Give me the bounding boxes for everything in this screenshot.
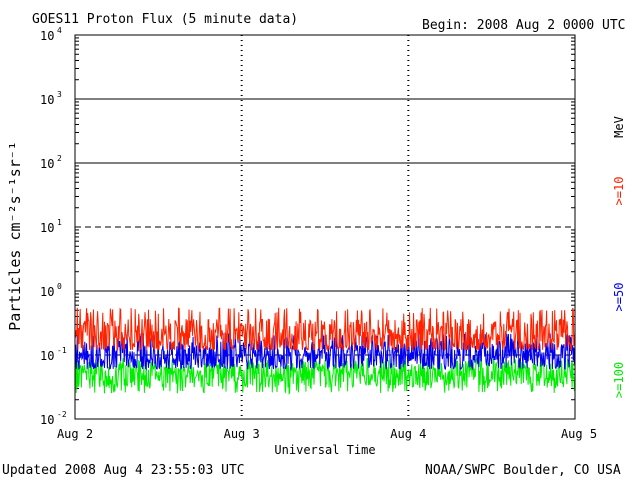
y-tick-exponent: 3 (57, 90, 62, 99)
begin-time: Begin: 2008 Aug 2 0000 UTC (422, 18, 626, 33)
legend-series: >=50 (612, 283, 626, 312)
y-tick-exponent: -1 (57, 346, 67, 355)
x-tick-label: Aug 4 (390, 427, 426, 441)
credit-text: NOAA/SWPC Boulder, CO USA (425, 463, 621, 478)
y-tick-exponent: 0 (57, 282, 62, 291)
legend-series: >=100 (612, 362, 626, 398)
y-tick: 10 -1 (40, 346, 67, 363)
x-tick-label: Aug 3 (224, 427, 260, 441)
y-tick-exponent: 2 (57, 154, 62, 163)
legend-unit: MeV (612, 116, 626, 138)
x-tick-label: Aug 2 (57, 427, 93, 441)
y-tick-exponent: 4 (57, 26, 62, 35)
y-tick: 10 1 (40, 218, 62, 235)
y-tick-exponent: 1 (57, 218, 62, 227)
y-tick: 10 2 (40, 154, 62, 171)
y-tick-base: 10 (40, 413, 54, 427)
y-tick-base: 10 (40, 221, 54, 235)
y-tick: 10 -2 (40, 410, 67, 427)
x-tick-labels: Aug 2 Aug 3 Aug 4 Aug 5 (57, 427, 597, 441)
series-line (74, 356, 576, 395)
x-tick-label: Aug 5 (561, 427, 597, 441)
legend-series: >=10 (612, 177, 626, 206)
y-tick: 10 0 (40, 282, 62, 299)
updated-timestamp: Updated 2008 Aug 4 23:55:03 UTC (2, 463, 245, 478)
y-tick-base: 10 (40, 29, 54, 43)
y-tick-exponent: -2 (57, 410, 67, 419)
y-tick-base: 10 (40, 285, 54, 299)
y-tick-base: 10 (40, 349, 54, 363)
y-tick: 10 4 (40, 26, 62, 43)
x-axis-label: Universal Time (274, 443, 375, 457)
data-traces (74, 307, 576, 395)
y-axis-label: Particles cm⁻²s⁻¹sr⁻¹ (6, 141, 24, 331)
y-tick-base: 10 (40, 93, 54, 107)
y-tick-base: 10 (40, 157, 54, 171)
series-line (74, 307, 576, 352)
chart-title: GOES11 Proton Flux (5 minute data) (32, 12, 298, 27)
y-tick: 10 3 (40, 90, 62, 107)
plot-frame (74, 34, 576, 420)
